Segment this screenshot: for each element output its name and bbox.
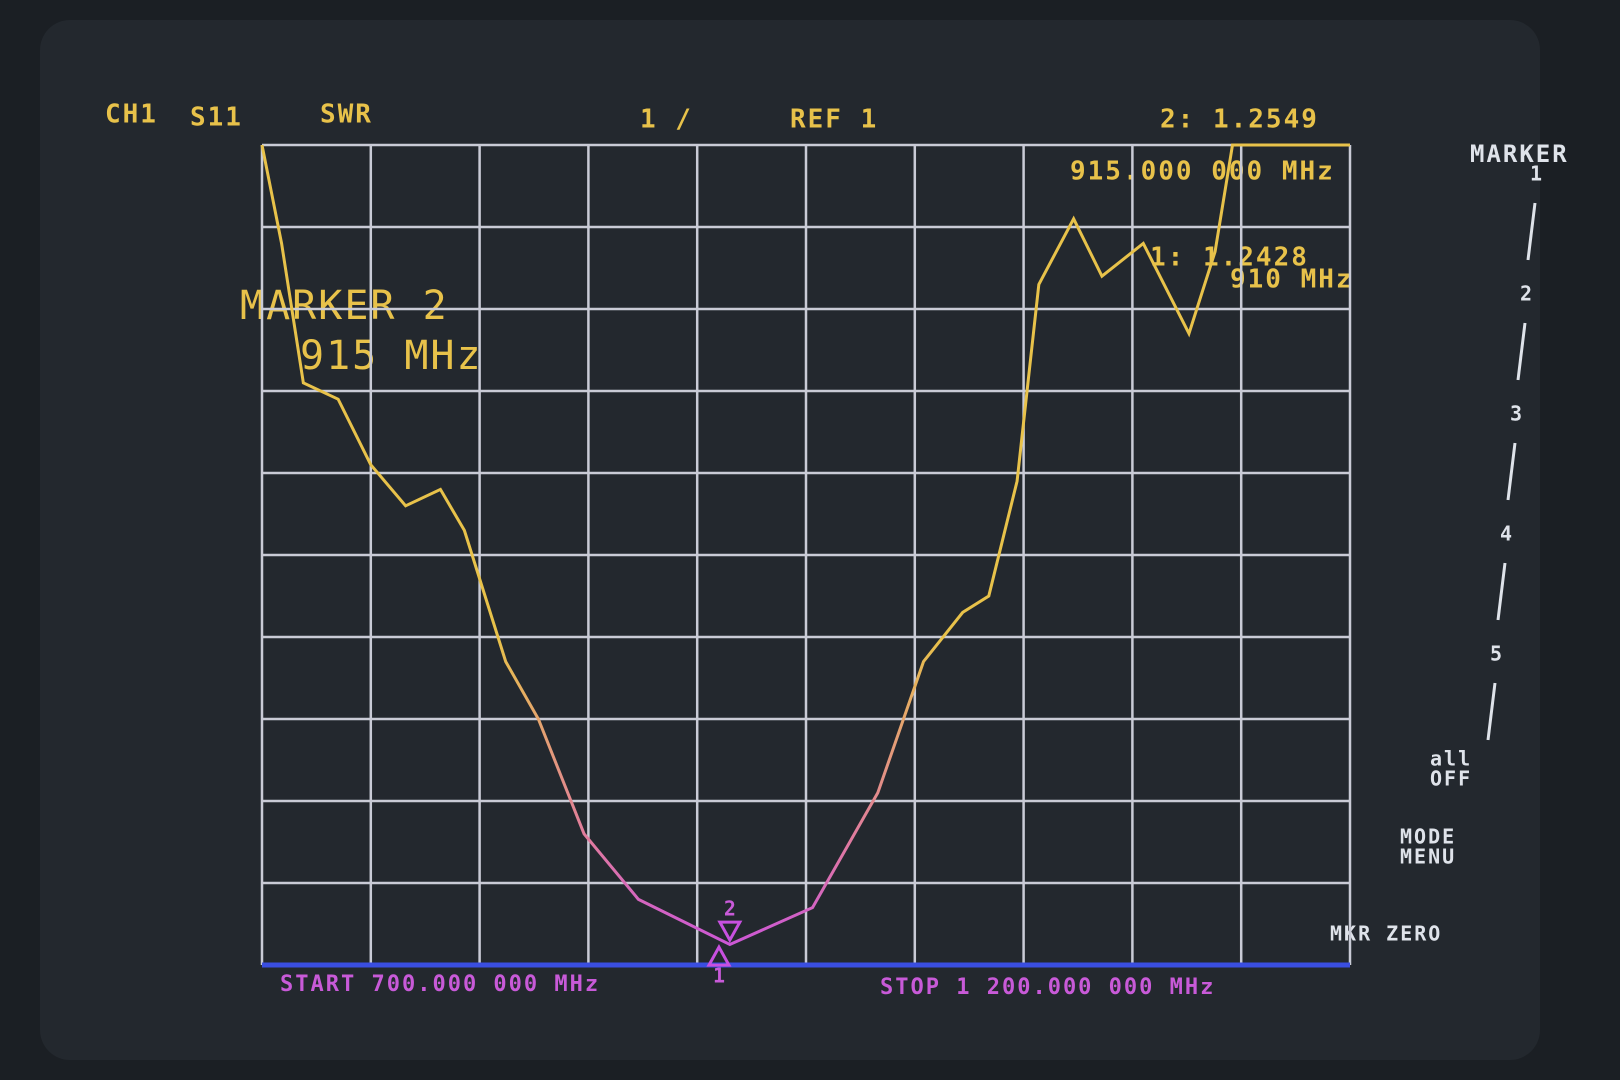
- channel: CH1: [105, 100, 158, 130]
- softkey-title[interactable]: MARKER: [1470, 140, 1569, 168]
- softkey-number: 3: [1510, 402, 1524, 426]
- softkey-number: 1: [1530, 162, 1544, 186]
- start-label: START 700.000 000 MHz: [280, 972, 600, 997]
- scale: 1 /: [640, 105, 693, 135]
- parameter: S11: [190, 103, 243, 133]
- trace: [260, 143, 1350, 947]
- marker-label: 2: [724, 897, 738, 921]
- stop-label: STOP 1 200.000 000 MHz: [880, 975, 1215, 1000]
- marker-readout: 2: 1.2549: [1160, 105, 1319, 135]
- reference: REF 1: [790, 105, 878, 135]
- softkey-bar: [1486, 682, 1497, 741]
- softkey-number: 2: [1520, 282, 1534, 306]
- softkey-number: 5: [1490, 642, 1504, 666]
- softkey-number: 4: [1500, 522, 1514, 546]
- softkey[interactable]: OFF: [1430, 767, 1472, 791]
- format: SWR: [320, 100, 373, 130]
- softkey[interactable]: MKR ZERO: [1330, 922, 1442, 946]
- softkey-bar: [1526, 202, 1537, 261]
- softkey-bar: [1516, 322, 1527, 381]
- softkey[interactable]: MENU: [1400, 845, 1456, 869]
- marker: [706, 944, 732, 967]
- marker-label: 1: [713, 964, 727, 988]
- softkey[interactable]: MODE: [1400, 825, 1456, 849]
- softkey-bar: [1506, 442, 1517, 501]
- marker-freq: 915.000 000 MHz: [1070, 157, 1335, 187]
- softkey[interactable]: all: [1430, 747, 1472, 771]
- annotation: 915 MHz: [300, 333, 483, 379]
- softkey-bar: [1496, 562, 1507, 621]
- marker1-readout: 1: 1.2428: [1150, 243, 1309, 273]
- annotation: MARKER 2: [240, 283, 449, 329]
- marker: [717, 920, 743, 944]
- marker1-freq: 910 MHz: [1230, 265, 1354, 295]
